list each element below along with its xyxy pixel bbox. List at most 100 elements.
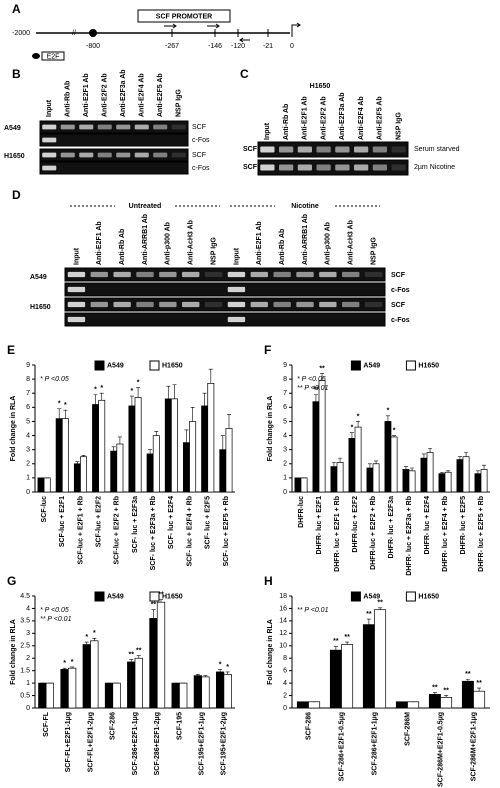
error-bar (477, 687, 482, 692)
bar (480, 469, 488, 493)
gel-band (182, 301, 200, 308)
promoter-title: SCF PROMOTER (156, 13, 212, 20)
panel-label: F (264, 343, 271, 357)
annotation: * P <0.05 (40, 607, 69, 614)
gel-band (97, 152, 112, 158)
error-bar (432, 692, 437, 695)
bar (456, 459, 464, 493)
bar (189, 421, 197, 493)
y-tick-label: 2 (283, 461, 287, 468)
legend-label: H1650 (162, 593, 183, 600)
x-tick-label: SCF-luc + E2F1 + Rb (77, 496, 84, 564)
gel-band (279, 146, 294, 153)
gel (64, 312, 386, 327)
error-bar (439, 471, 444, 474)
error-bar (166, 385, 171, 399)
bar (308, 701, 321, 709)
gel-band (67, 286, 86, 293)
gel-band (159, 271, 177, 278)
gel-band (153, 152, 168, 158)
x-tick-label: SCF-FL+E2F1-2µg (87, 712, 94, 772)
gel-band (297, 146, 312, 153)
significance-mark: * (131, 388, 134, 395)
row-label: c-Fos (391, 317, 410, 324)
x-tick-label: SCF-286 (110, 712, 117, 740)
bar (80, 456, 87, 493)
error-bar (385, 415, 390, 422)
gel-band (79, 152, 94, 158)
gel-band (250, 271, 268, 278)
x-tick-label: SCF-luc + E2F2 + Rb (114, 496, 121, 564)
y-tick-label: 10 (279, 643, 287, 650)
gel-band (159, 301, 177, 308)
gel-band (153, 124, 168, 130)
significance-mark: * (387, 408, 390, 415)
error-bar (136, 387, 141, 398)
x-tick-label: DHFR- luc + E2F5 (460, 496, 467, 555)
gel-band (116, 124, 131, 130)
lane-label: Anti-E2F1 Ab (302, 96, 309, 140)
error-bar (129, 395, 134, 406)
significance-mark: * (93, 630, 96, 637)
bar (156, 601, 166, 709)
error-bar (148, 449, 153, 454)
bar (225, 428, 233, 493)
gel-band (364, 271, 383, 278)
error-bar (345, 641, 350, 645)
bar (171, 398, 178, 493)
gel-band (316, 146, 331, 153)
x-tick-label: SCF-286M+E2F1-1µg (470, 712, 477, 781)
gel (39, 161, 189, 175)
gel-band (364, 301, 383, 308)
significance-mark: * (226, 664, 229, 671)
panel-label: C (240, 67, 249, 81)
error-bar (366, 618, 371, 625)
bar (329, 649, 342, 709)
row-label: SCF (192, 152, 206, 159)
bar (318, 380, 326, 493)
bar (294, 477, 302, 493)
gel-title: H1650 (310, 83, 331, 90)
bar (134, 657, 143, 709)
significance-mark: * (71, 659, 74, 666)
x-tick-label: DHFR- luc + E2F4 (424, 496, 431, 555)
gel-band (67, 316, 86, 323)
error-bar (117, 436, 122, 445)
x-tick-label: SCF-195 (176, 712, 183, 740)
error-bar (374, 460, 379, 464)
lane-label: Anti-E2F2 Ab (320, 96, 327, 140)
lane-label: Anti-E2F1 Ab (96, 221, 103, 265)
bar (201, 405, 209, 493)
x-tick-label: SCF-286 (305, 712, 312, 740)
error-bar (464, 452, 469, 457)
y-tick-label: 7 (283, 390, 287, 397)
bar (98, 399, 106, 493)
gel-band (227, 271, 246, 278)
x-tick-label: SCF-195+E2F1-2µg (221, 712, 228, 775)
cell-line-label: A549 (30, 274, 47, 281)
lane-label: Anti-AcH3 Ab (188, 220, 195, 265)
lane-label: Input (73, 247, 80, 265)
gel-band (60, 124, 75, 130)
gel-band (113, 301, 131, 308)
bar (384, 421, 392, 493)
gel-band (67, 271, 86, 278)
error-bar (92, 638, 97, 641)
y-tick-label: 0 (283, 705, 287, 712)
bar (336, 462, 344, 493)
bar (104, 682, 114, 709)
x-tick-label: SCF-286M+E2F1-0.5µg (437, 712, 444, 787)
x-tick-label: DHFR-luc + E2F2 (352, 496, 359, 553)
x-tick-label: DHFR-luc (298, 496, 305, 528)
y-axis-label: Fold change in RLA (10, 396, 17, 462)
gel-band (227, 316, 246, 323)
significance-mark: * (219, 661, 222, 668)
x-tick-label: SCF-luc + E2F1 (59, 496, 66, 547)
tss-arrow (291, 22, 301, 33)
y-tick-label: 5 (283, 418, 287, 425)
legend-label: A549 (363, 593, 380, 600)
row-label: c-Fos (192, 165, 210, 172)
lane-label: Input (46, 99, 53, 117)
legend-swatch (350, 591, 361, 602)
lane-label: NSP IgG (370, 237, 377, 265)
